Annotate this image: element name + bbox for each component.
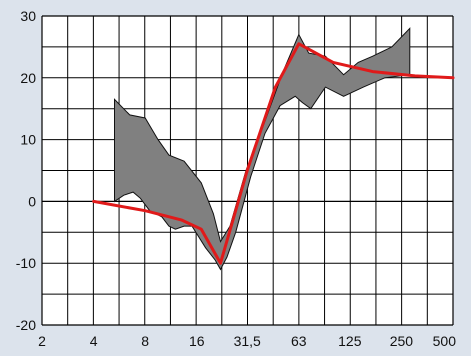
y-tick-labels: 30 20 10 0 -10 -20 [16,8,36,333]
series-layer [92,42,455,265]
x-tick-label: 16 [189,333,205,349]
x-tick-label: 250 [390,333,414,349]
x-tick-label: 63 [291,333,307,349]
x-tick-labels: 2 4 8 16 31,5 63 125 250 500 [38,333,456,349]
band-area [114,27,411,271]
y-tick-label: 10 [20,132,36,148]
y-tick-label: 30 [20,8,36,24]
series-line-0 [92,42,455,265]
x-tick-label: 8 [141,333,149,349]
y-tick-label: 20 [20,70,36,86]
y-tick-label: 0 [28,193,36,209]
x-tick-label: 500 [433,333,457,349]
tolerance-band [114,27,411,271]
x-tick-label: 4 [90,333,98,349]
x-tick-label: 31,5 [234,333,261,349]
y-tick-label: -20 [16,317,36,333]
y-tick-label: -10 [16,255,36,271]
x-tick-label: 125 [338,333,362,349]
x-tick-label: 2 [38,333,46,349]
